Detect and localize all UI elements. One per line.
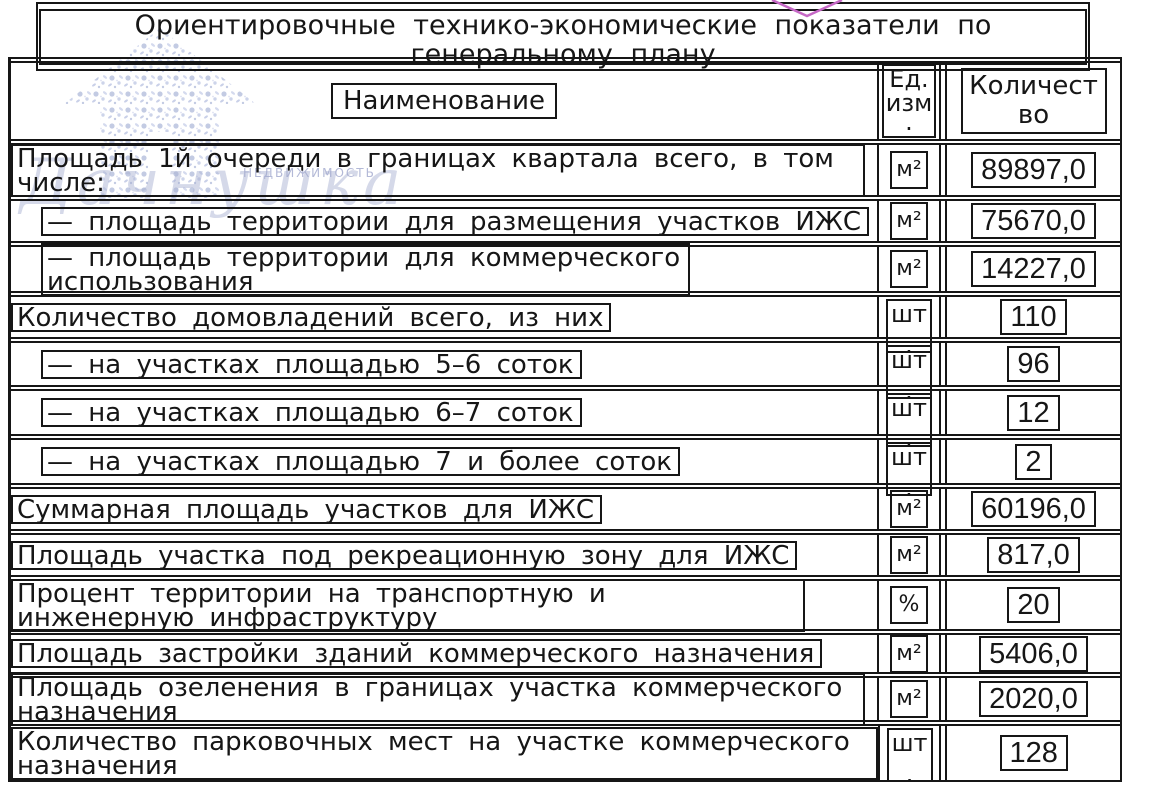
header-unit-label: Ед. изм . [882, 64, 936, 138]
header-qty-label: Количество [960, 68, 1107, 134]
row-label: — на участках площадью 6–7 соток [41, 398, 582, 427]
qty-box: 75670,0 [971, 203, 1096, 239]
unit-box: м² [890, 680, 928, 718]
table-row: — на участках площадью 7 и более соток ш… [11, 438, 1120, 500]
row-label: Процент территории на транспортную и инж… [11, 578, 805, 632]
table-row: Площадь 1й очереди в границах квартала в… [11, 143, 1120, 197]
unit-box: м² [890, 250, 928, 288]
unit-box: м² [890, 151, 928, 189]
table-row: Площадь участка под рекреационную зону д… [11, 533, 1120, 577]
table-row: Процент территории на транспортную и инж… [11, 578, 1120, 632]
table-row: Количество парковочных мест на участке к… [11, 724, 1120, 786]
unit-box: м² [890, 490, 928, 528]
unit-box: % [890, 586, 928, 624]
unit-box: м² [890, 202, 928, 240]
qty-box: 128 [999, 735, 1068, 771]
row-label: Площадь 1й очереди в границах квартала в… [11, 143, 865, 197]
table-row: — площадь территории для размещения учас… [11, 199, 1120, 243]
qty-box: 110 [1000, 299, 1067, 335]
header-cell-qty: Количество [945, 63, 1120, 139]
title-frame: Ориентировочные технико-экономические по… [36, 2, 1090, 71]
unit-box: шт. [886, 728, 933, 786]
qty-box: 20 [1007, 587, 1060, 623]
qty-box: 96 [1007, 346, 1060, 382]
row-label: — площадь территории для размещения учас… [41, 206, 870, 236]
row-label: Площадь озеленения в границах участка ко… [11, 672, 865, 726]
header-name-label: Наименование [330, 83, 558, 119]
table-header-row: Наименование Ед. изм . Количество [11, 61, 1120, 141]
row-label: Количество домовладений всего, из них [11, 302, 612, 332]
table-row: Площадь застройки зданий коммерческого н… [11, 633, 1120, 674]
row-label: Количество парковочных мест на участке к… [11, 726, 878, 780]
unit-box: м² [890, 634, 928, 673]
page-title: Ориентировочные технико-экономические по… [39, 9, 1087, 69]
qty-box: 12 [1007, 394, 1060, 431]
table-row: Количество домовладений всего, из них шт… [11, 295, 1120, 357]
qty-box: 5406,0 [979, 635, 1088, 672]
table-row: Суммарная площадь участков для ИЖС м² 60… [11, 487, 1120, 531]
unit-box: м² [890, 536, 928, 574]
watermark-house-icon [64, 28, 256, 198]
row-label: — на участках площадью 5–6 соток [41, 349, 582, 379]
qty-box: 89897,0 [971, 152, 1096, 188]
unit-box: шт. [886, 442, 932, 500]
unit-box: шт. [886, 345, 932, 403]
qty-box: 2020,0 [979, 681, 1088, 717]
row-label: Суммарная площадь участков для ИЖС [11, 494, 602, 524]
unit-box: шт. [886, 393, 932, 451]
row-label: Площадь участка под рекреационную зону д… [11, 540, 798, 570]
watermark-brand-caps: НЕДВИЖИМОСТЬ [243, 166, 376, 180]
qty-box: 2 [1015, 443, 1052, 480]
qty-box: 60196,0 [971, 491, 1096, 527]
table-row: — площадь территории для коммерческого и… [11, 242, 1120, 296]
qty-box: 817,0 [987, 537, 1080, 573]
row-label: — площадь территории для коммерческого и… [41, 242, 690, 296]
qty-box: 14227,0 [971, 251, 1096, 287]
header-cell-name: Наименование [11, 63, 879, 139]
pink-marker-icon [771, 0, 843, 18]
header-cell-unit: Ед. изм . [879, 63, 941, 139]
table-row: — на участках площадью 5–6 соток шт. 96 [11, 341, 1120, 403]
row-label: Площадь застройки зданий коммерческого н… [11, 639, 823, 668]
table-row: — на участках площадью 6–7 соток шт. 12 [11, 389, 1120, 451]
row-label: — на участках площадью 7 и более соток [41, 447, 681, 476]
table-row: Площадь озеленения в границах участка ко… [11, 672, 1120, 726]
indicators-table: Наименование Ед. изм . Количество Площад… [8, 57, 1122, 786]
